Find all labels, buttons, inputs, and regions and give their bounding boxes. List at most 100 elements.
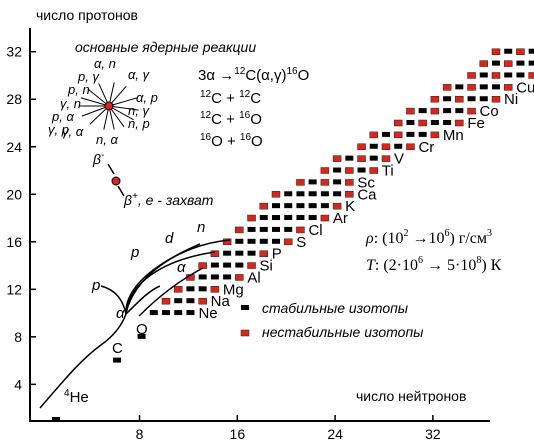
y-axis-ticks: 4 8 12 16 20 24 28 32: [6, 44, 36, 392]
element-label-al: Al: [247, 269, 260, 286]
isotope-unstable: [442, 84, 452, 91]
isotope-unstable: [503, 60, 513, 67]
star-center-dot: [104, 101, 114, 111]
isotope-stable: [308, 179, 317, 185]
isotope-stable: [186, 298, 195, 304]
isotope-stable: [467, 96, 476, 102]
y-tick-label: 16: [6, 234, 22, 250]
isotope-stable: [259, 238, 268, 244]
reaction-line-2: 12C + 12C: [200, 89, 261, 107]
star-reaction-label: p, n: [67, 82, 90, 97]
legend-stable-swatch: [241, 305, 249, 310]
isotope-unstable: [369, 131, 379, 139]
isotope-stable: [235, 250, 244, 256]
isotope-stable: [247, 250, 256, 256]
path-curve-p2: [100, 285, 127, 315]
isotope-stable: [296, 191, 305, 197]
isotope-stable: [137, 333, 146, 339]
isotope-stable: [381, 131, 390, 137]
svg-text:3α →12C(α,γ)16O: 3α →12C(α,γ)16O: [198, 66, 309, 84]
y-tick-label: 32: [6, 44, 22, 60]
isotope-unstable: [210, 286, 220, 293]
isotope-unstable: [467, 72, 476, 79]
isotope-unstable: [393, 119, 403, 127]
isotope-unstable: [345, 167, 354, 174]
isotope-stable: [528, 48, 534, 54]
element-label-fe: Fe: [467, 115, 485, 132]
isotope-stable: [271, 226, 280, 232]
isotope-stable: [296, 215, 305, 221]
isotope-unstable: [455, 95, 464, 103]
star-ray: [108, 105, 134, 121]
element-label-sc: Sc: [357, 174, 375, 191]
svg-text:16O + 16O: 16O + 16O: [200, 132, 263, 150]
process-label-p-low: p: [91, 277, 100, 294]
isotope-unstable: [430, 95, 440, 103]
isotope-stable: [308, 203, 317, 209]
isotope-unstable: [332, 202, 342, 210]
isotope-unstable: [479, 60, 489, 67]
isotope-stable: [369, 155, 378, 161]
legend-unstable-swatch: [240, 329, 250, 337]
isotope-stable: [198, 286, 207, 292]
process-label-p: p: [130, 244, 139, 261]
element-label-ne: Ne: [198, 305, 217, 322]
isotope-unstable: [320, 167, 330, 174]
process-label-d: d: [165, 230, 174, 247]
isotope-stable: [223, 250, 232, 256]
isotope-stable: [479, 72, 488, 78]
star-ray: [80, 97, 110, 107]
isotope-unstable: [296, 179, 305, 186]
star-ray: [81, 105, 110, 117]
path-curve-a: [125, 285, 161, 315]
isotope-unstable: [210, 250, 220, 257]
isotope-unstable: [235, 274, 244, 281]
y-tick-label: 20: [6, 186, 22, 202]
path-curve-main: [39, 313, 127, 409]
axes: [29, 28, 490, 422]
beta-minus-arrow: [107, 163, 115, 175]
element-label-cr: Cr: [418, 139, 434, 156]
isotope-unstable: [491, 72, 501, 79]
process-labels: d p n α p α: [91, 219, 205, 322]
isotope-unstable: [198, 297, 207, 305]
isotope-stable: [259, 215, 268, 221]
isotope-unstable: [296, 226, 305, 234]
isotope-stable: [479, 96, 488, 102]
conditions: ρ: (102 →106) г/см3 T: (2·106 → 5·108) К: [365, 228, 502, 274]
isotope-stable: [198, 274, 207, 280]
isotope-unstable: [455, 119, 464, 127]
beta-nucleus-dot: [111, 176, 121, 186]
process-label-n: n: [197, 219, 205, 236]
isotope-stable: [345, 155, 354, 161]
isotope-unstable: [491, 95, 501, 103]
reaction-star: α, n α, γ p, γp, n α, p γ, np, α n, γ γ, p n, p…: [48, 56, 158, 147]
element-label-mg: Mg: [223, 281, 244, 298]
element-label-cu: Cu: [516, 79, 534, 96]
isotope-stable: [247, 226, 256, 232]
element-label-p: P: [272, 246, 282, 263]
isotope-unstable: [528, 72, 534, 79]
y-tick-label: 4: [14, 376, 22, 392]
reaction-line-1: 3α →12C(α,γ)16O: [198, 66, 309, 84]
isotope-stable: [271, 215, 280, 221]
process-label-alpha-low: α: [116, 305, 125, 322]
isotope-stable: [113, 357, 122, 363]
element-label-c: C: [112, 340, 123, 357]
isotope-stable: [320, 203, 329, 209]
isotope-stable: [52, 417, 60, 422]
star-ray: [108, 97, 138, 107]
isotope-unstable: [406, 107, 415, 115]
star-reaction-label: n, p: [128, 116, 150, 131]
isotope-unstable: [283, 238, 293, 246]
isotope-unstable: [381, 143, 391, 151]
svg-text:12C + 12C: 12C + 12C: [200, 89, 261, 107]
isotope-stable: [333, 179, 342, 185]
isotope-unstable: [320, 214, 330, 222]
isotope-unstable: [259, 250, 269, 257]
element-label-ni: Ni: [504, 91, 518, 108]
isotope-stable: [223, 262, 232, 268]
isotope-stable: [430, 120, 439, 125]
isotope-stable: [320, 191, 329, 197]
